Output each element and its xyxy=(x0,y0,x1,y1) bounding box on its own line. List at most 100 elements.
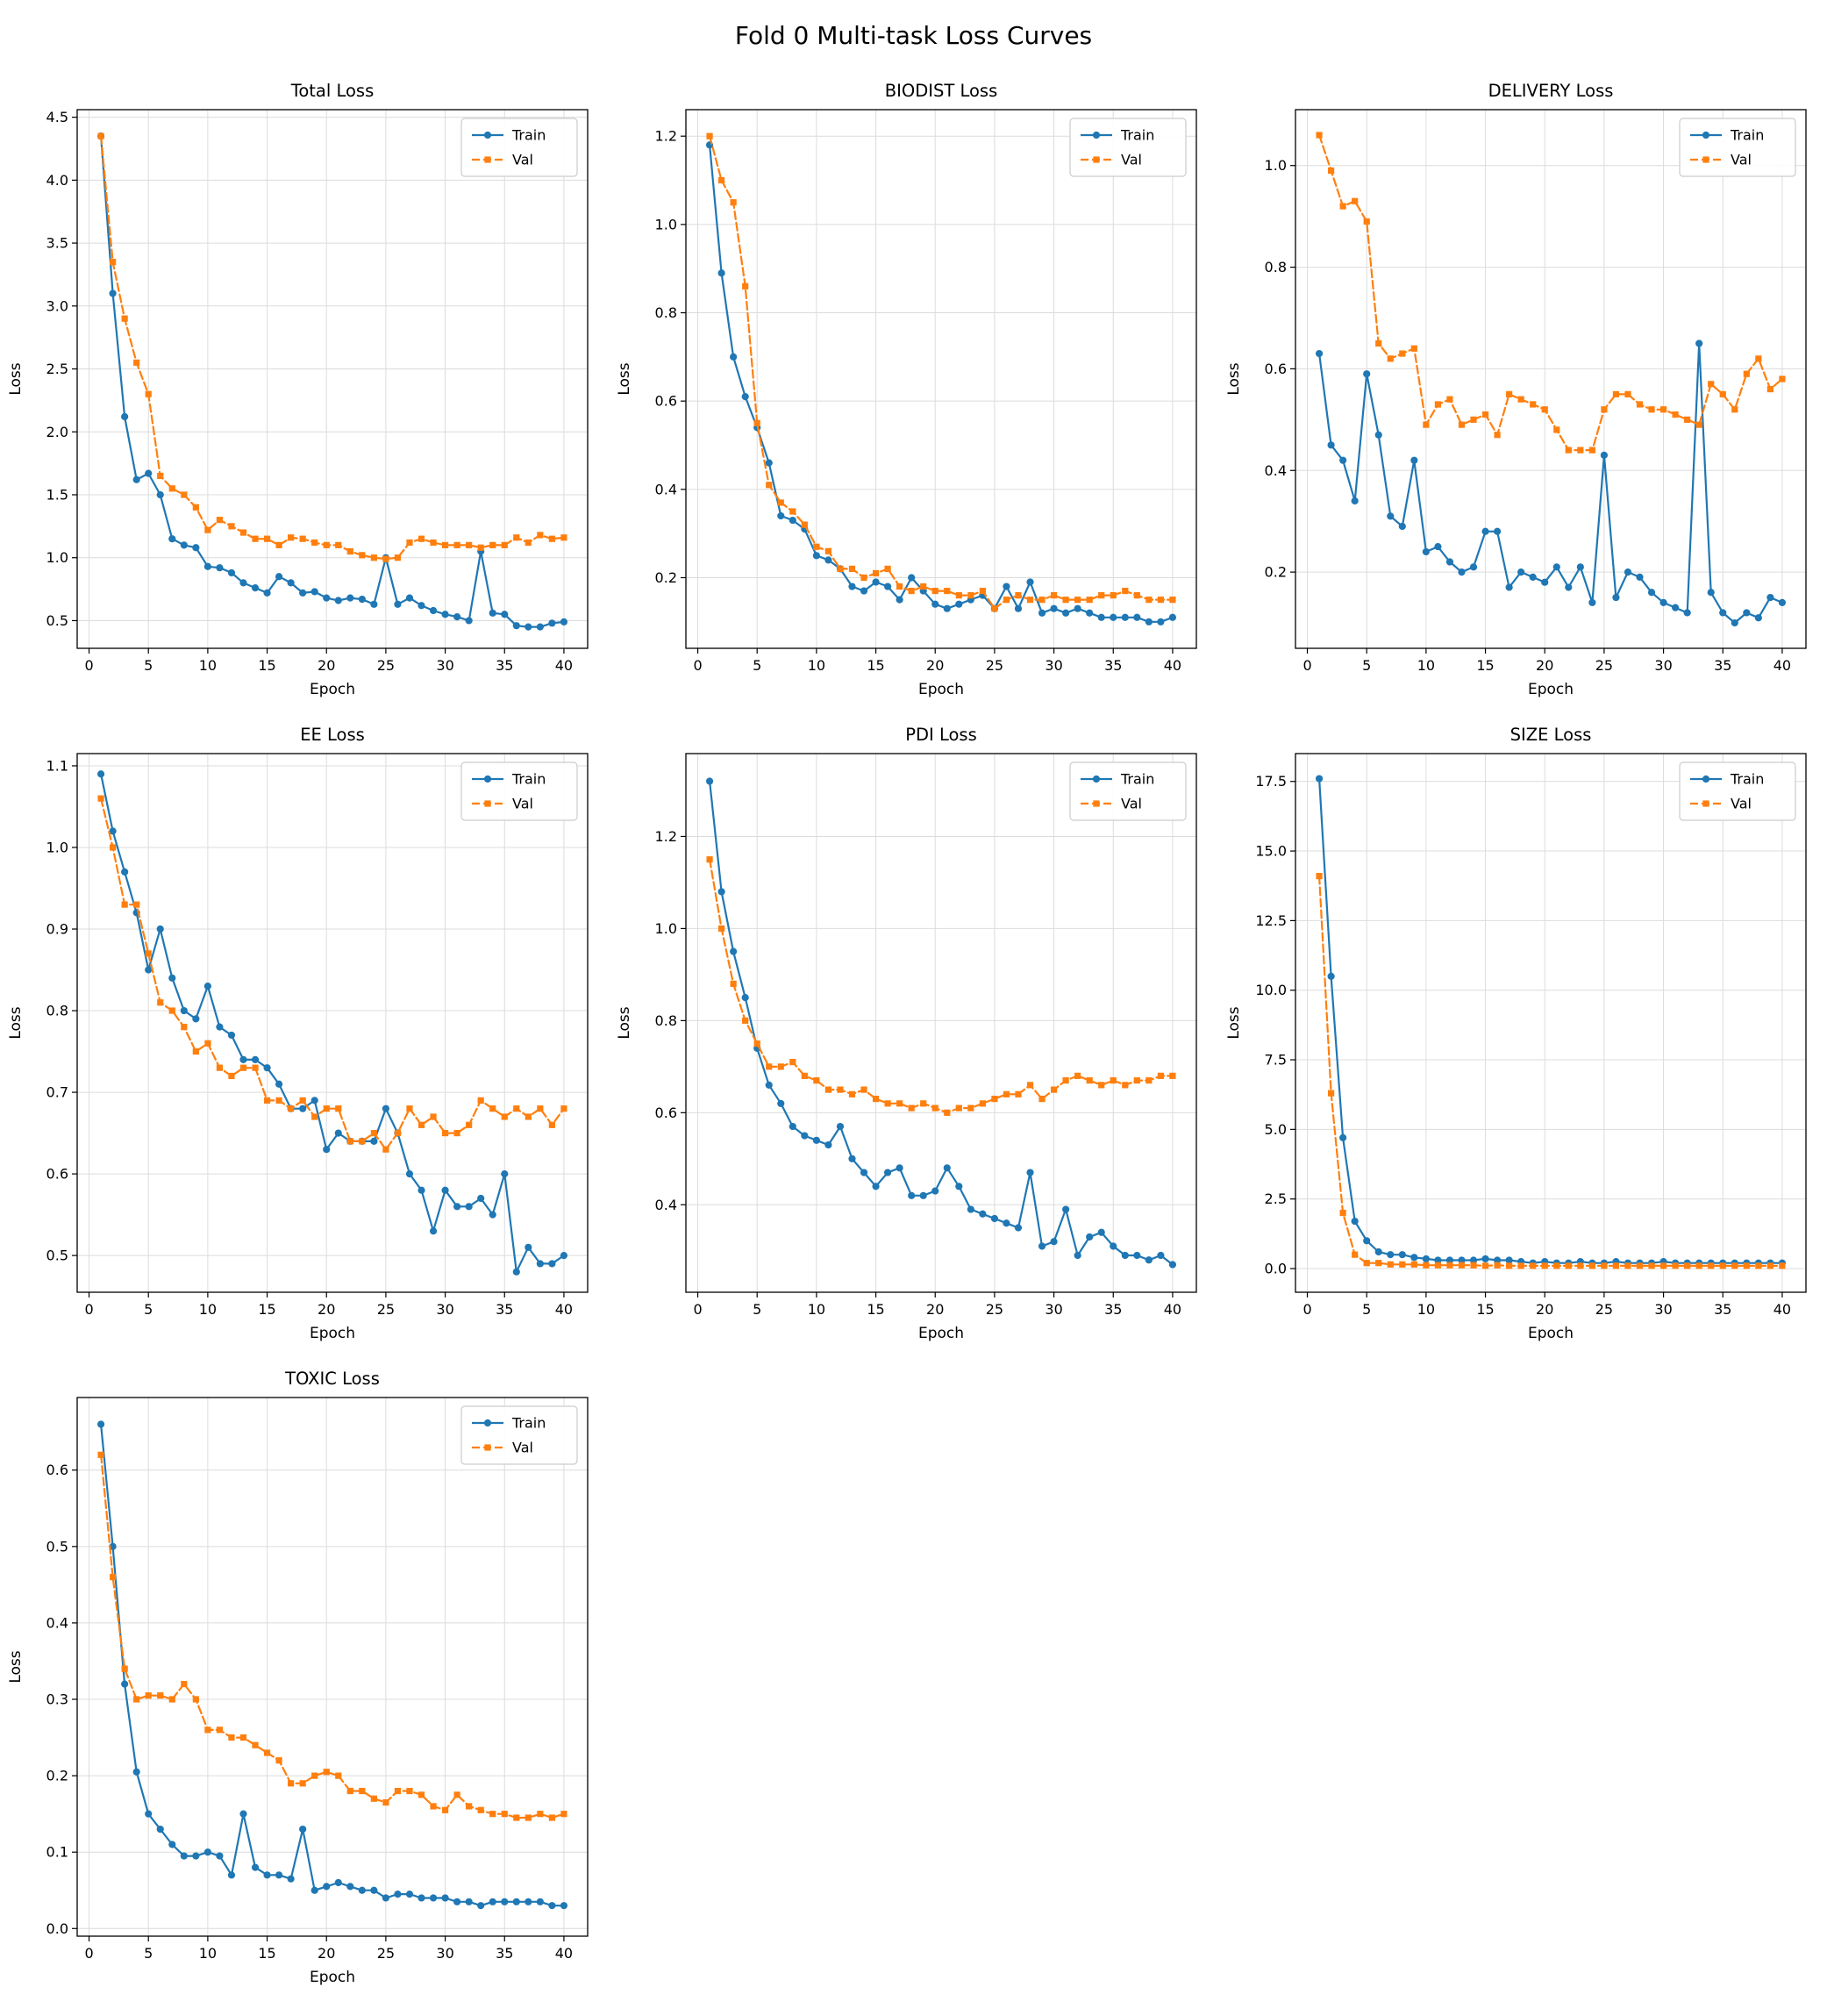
svg-text:17.5: 17.5 xyxy=(1255,773,1287,790)
val-markers xyxy=(706,856,1177,1116)
svg-text:25: 25 xyxy=(377,657,395,674)
gridlines xyxy=(1295,110,1806,648)
svg-text:30: 30 xyxy=(437,1945,454,1962)
plot-border xyxy=(1295,753,1807,1293)
svg-text:0: 0 xyxy=(694,657,703,674)
plot-border xyxy=(685,109,1198,649)
svg-text:2.0: 2.0 xyxy=(46,424,68,440)
gridlines xyxy=(686,110,1197,648)
chart-svg-toxic-loss: 0 5 10 15 20 25 30 35 40 0.0 0.1 0.2 0.3 0.4 0.5 0.6 TOX… xyxy=(7,1369,589,1986)
svg-text:1.0: 1.0 xyxy=(46,549,68,566)
tick-labels: 0 5 10 15 20 25 30 35 40 0.5 1.0 1.5 2.0 2.5 3.0 3.5 4.0… xyxy=(46,109,574,674)
svg-text:15: 15 xyxy=(867,657,885,674)
svg-text:0.8: 0.8 xyxy=(655,1012,677,1029)
svg-text:1.0: 1.0 xyxy=(46,839,68,855)
y-axis-label: Loss xyxy=(1225,362,1243,395)
chart-title: EE Loss xyxy=(300,725,365,745)
val-line xyxy=(100,797,566,1151)
svg-text:0.6: 0.6 xyxy=(1264,361,1286,377)
train-markers xyxy=(97,132,568,631)
svg-text:20: 20 xyxy=(927,657,945,674)
svg-text:5: 5 xyxy=(753,1301,762,1318)
svg-text:0.6: 0.6 xyxy=(655,1105,677,1121)
svg-text:0.5: 0.5 xyxy=(46,1247,68,1264)
svg-text:15: 15 xyxy=(259,1945,276,1962)
gridlines xyxy=(77,1398,589,1936)
svg-text:Val: Val xyxy=(1731,796,1752,812)
svg-text:0.4: 0.4 xyxy=(1264,462,1286,479)
svg-text:0: 0 xyxy=(85,1301,94,1318)
val-markers xyxy=(1316,873,1786,1269)
svg-text:1.5: 1.5 xyxy=(46,486,68,503)
svg-text:10: 10 xyxy=(199,1301,217,1318)
x-axis-label: Epoch xyxy=(918,681,964,698)
chart-delivery-loss: 0 5 10 15 20 25 30 35 40 0.2 0.4 0.6 0.8 1.0 DELIVERY … xyxy=(1220,68,1825,706)
svg-text:Val: Val xyxy=(1121,796,1142,812)
plot-border xyxy=(76,109,589,649)
chart-ee-loss: 0 5 10 15 20 25 30 35 40 0.5 0.6 0.7 0.8 0.9 1.0 1.1 EE … xyxy=(2,711,607,1350)
svg-text:20: 20 xyxy=(318,1301,335,1318)
svg-text:0.0: 0.0 xyxy=(46,1920,68,1937)
svg-text:10.0: 10.0 xyxy=(1255,982,1287,998)
svg-text:20: 20 xyxy=(1536,657,1553,674)
val-markers xyxy=(97,132,567,562)
x-axis-label: Epoch xyxy=(310,1325,355,1342)
svg-text:0.4: 0.4 xyxy=(46,1614,68,1631)
svg-text:25: 25 xyxy=(377,1301,395,1318)
val-line xyxy=(709,135,1174,610)
svg-text:0.8: 0.8 xyxy=(1264,259,1286,275)
svg-text:0.1: 0.1 xyxy=(46,1844,68,1861)
svg-text:0: 0 xyxy=(1302,1301,1311,1318)
svg-text:40: 40 xyxy=(1164,1301,1181,1318)
x-axis-label: Epoch xyxy=(310,1969,355,1986)
svg-text:35: 35 xyxy=(1714,1301,1731,1318)
val-markers xyxy=(97,795,567,1153)
svg-text:25: 25 xyxy=(1595,657,1613,674)
chart-svg-total-loss: 0 5 10 15 20 25 30 35 40 0.5 1.0 1.5 2.0 2.5 3.0 3.5 4.0… xyxy=(7,81,589,698)
svg-text:35: 35 xyxy=(496,1945,513,1962)
svg-text:20: 20 xyxy=(318,657,335,674)
svg-text:10: 10 xyxy=(808,1301,825,1318)
svg-text:1.1: 1.1 xyxy=(46,757,68,774)
svg-text:20: 20 xyxy=(318,1945,335,1962)
train-markers xyxy=(706,777,1177,1269)
svg-text:35: 35 xyxy=(1105,657,1123,674)
chart-total-loss: 0 5 10 15 20 25 30 35 40 0.5 1.0 1.5 2.0 2.5 3.0 3.5 4.0… xyxy=(2,68,607,706)
svg-text:0.0: 0.0 xyxy=(1264,1261,1286,1277)
chart-svg-delivery-loss: 0 5 10 15 20 25 30 35 40 0.2 0.4 0.6 0.8 1.0 DELIVERY … xyxy=(1225,81,1807,698)
svg-text:2.5: 2.5 xyxy=(46,361,68,377)
svg-text:30: 30 xyxy=(1046,1301,1063,1318)
val-markers xyxy=(1316,132,1786,454)
svg-text:25: 25 xyxy=(377,1945,395,1962)
chart-title: SIZE Loss xyxy=(1509,725,1591,745)
svg-text:0.2: 0.2 xyxy=(1264,564,1286,581)
y-axis-label: Loss xyxy=(616,1006,633,1039)
legend: Train Val xyxy=(1069,118,1188,177)
chart-toxic-loss: 0 5 10 15 20 25 30 35 40 0.0 0.1 0.2 0.3 0.4 0.5 0.6 TOX… xyxy=(2,1355,607,1994)
svg-text:0.8: 0.8 xyxy=(655,304,677,321)
svg-text:5: 5 xyxy=(144,657,153,674)
svg-text:35: 35 xyxy=(496,657,513,674)
svg-text:40: 40 xyxy=(1773,657,1791,674)
chart-title: PDI Loss xyxy=(906,725,978,745)
train-markers xyxy=(1315,775,1786,1267)
y-axis-label: Loss xyxy=(7,362,25,395)
val-line xyxy=(100,1454,566,1819)
svg-text:40: 40 xyxy=(555,1945,573,1962)
chart-title: DELIVERY Loss xyxy=(1488,81,1613,101)
svg-text:Train: Train xyxy=(1120,127,1154,144)
svg-text:35: 35 xyxy=(496,1301,513,1318)
svg-text:30: 30 xyxy=(1654,657,1672,674)
svg-text:30: 30 xyxy=(437,1301,454,1318)
train-line xyxy=(709,144,1174,623)
val-line xyxy=(100,135,566,561)
svg-text:Train: Train xyxy=(511,127,546,144)
tick-labels: 0 5 10 15 20 25 30 35 40 0.4 0.6 0.8 1.0 1.2 xyxy=(655,828,1182,1318)
val-markers xyxy=(706,132,1177,612)
legend: Train Val xyxy=(460,118,578,177)
chart-svg-pdi-loss: 0 5 10 15 20 25 30 35 40 0.4 0.6 0.8 1.0 1.2 PDI Loss E… xyxy=(616,725,1198,1342)
svg-text:30: 30 xyxy=(1654,1301,1672,1318)
svg-text:0.5: 0.5 xyxy=(46,1538,68,1555)
svg-text:15: 15 xyxy=(259,1301,276,1318)
train-line xyxy=(709,780,1174,1266)
